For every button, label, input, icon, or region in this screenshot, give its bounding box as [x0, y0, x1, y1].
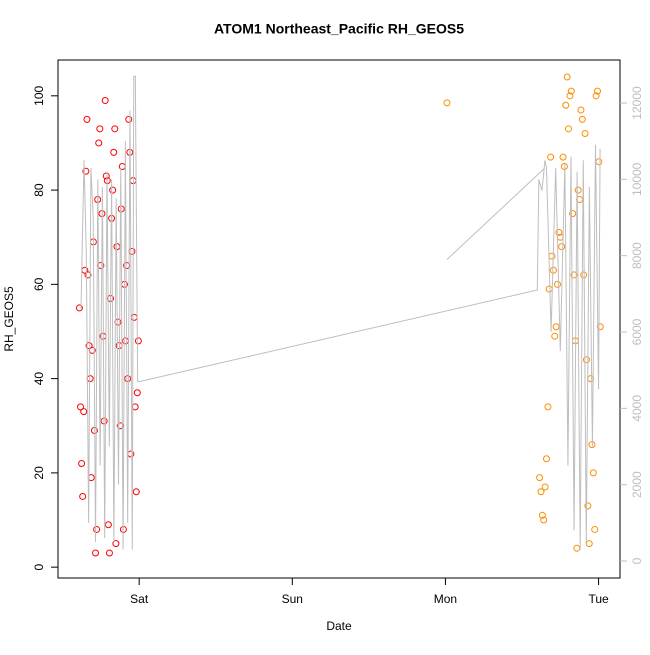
point: [537, 488, 545, 496]
point: [83, 115, 91, 123]
y2-tick-label: 4000: [630, 395, 644, 422]
point: [116, 422, 124, 430]
plot-box: [57, 59, 621, 579]
point: [562, 101, 570, 109]
point: [591, 525, 599, 533]
y-tick-label: 40: [32, 372, 46, 386]
point: [131, 403, 139, 411]
point: [555, 229, 563, 237]
point: [554, 280, 562, 288]
point: [559, 153, 567, 161]
point: [84, 271, 92, 279]
point: [549, 266, 557, 274]
point: [540, 516, 548, 524]
point: [80, 408, 88, 416]
y2-tick-label: 6000: [630, 318, 644, 345]
point: [542, 455, 550, 463]
point: [85, 342, 93, 350]
point: [78, 459, 86, 467]
point: [552, 323, 560, 331]
point: [101, 97, 109, 105]
point: [581, 130, 589, 138]
y-tick-label: 100: [32, 85, 46, 105]
y-tick-label: 80: [32, 183, 46, 197]
point: [536, 474, 544, 482]
point: [558, 243, 566, 251]
x-tick-label: Sun: [282, 592, 303, 606]
x-tick-label: Sat: [130, 592, 149, 606]
y2-tick-label: 0: [630, 557, 644, 564]
point: [109, 186, 117, 194]
y-tick-label: 60: [32, 277, 46, 291]
point: [566, 92, 574, 100]
y-axis-title: RH_GEOS5: [2, 286, 16, 352]
point: [124, 375, 132, 383]
chart-title: ATOM1 Northeast_Pacific RH_GEOS5: [214, 21, 464, 37]
line: [80, 75, 601, 550]
point: [102, 172, 110, 180]
point: [578, 115, 586, 123]
point: [563, 73, 571, 81]
point: [105, 549, 113, 557]
point: [86, 375, 94, 383]
point: [592, 92, 600, 100]
point: [538, 511, 546, 519]
x-tick-label: Tue: [588, 592, 609, 606]
point: [595, 158, 603, 166]
point: [574, 186, 582, 194]
point: [582, 356, 590, 364]
y2-tick-label: 10000: [630, 162, 644, 196]
point: [104, 521, 112, 529]
point: [544, 403, 552, 411]
point: [585, 540, 593, 548]
point: [589, 469, 597, 477]
point: [92, 549, 100, 557]
point: [118, 163, 126, 171]
point: [577, 106, 585, 114]
point: [130, 313, 138, 321]
y2-tick-label: 12000: [630, 86, 644, 120]
point: [548, 252, 556, 260]
point: [111, 125, 119, 133]
point: [110, 148, 118, 156]
point: [443, 99, 451, 107]
point: [97, 262, 105, 270]
y-tick-label: 20: [32, 466, 46, 480]
point: [125, 115, 133, 123]
point: [133, 389, 141, 397]
point: [596, 323, 604, 331]
point: [93, 525, 101, 533]
point: [75, 304, 83, 312]
point: [570, 271, 578, 279]
point: [132, 488, 140, 496]
point: [122, 337, 130, 345]
point: [112, 540, 120, 548]
y-tick-label: 0: [32, 564, 46, 571]
point: [79, 492, 87, 500]
point: [134, 337, 142, 345]
point: [95, 139, 103, 147]
point: [128, 247, 136, 255]
point: [593, 87, 601, 95]
point: [82, 167, 90, 175]
point: [567, 87, 575, 95]
point: [541, 483, 549, 491]
point: [584, 502, 592, 510]
point: [565, 125, 573, 133]
y2-tick-label: 2000: [630, 471, 644, 498]
point: [547, 153, 555, 161]
point: [77, 403, 85, 411]
point: [551, 332, 559, 340]
x-axis-title: Date: [326, 619, 352, 633]
y2-tick-label: 8000: [630, 242, 644, 269]
point: [545, 285, 553, 293]
point: [569, 210, 577, 218]
point: [96, 125, 104, 133]
point: [573, 544, 581, 552]
x-tick-label: Mon: [434, 592, 457, 606]
